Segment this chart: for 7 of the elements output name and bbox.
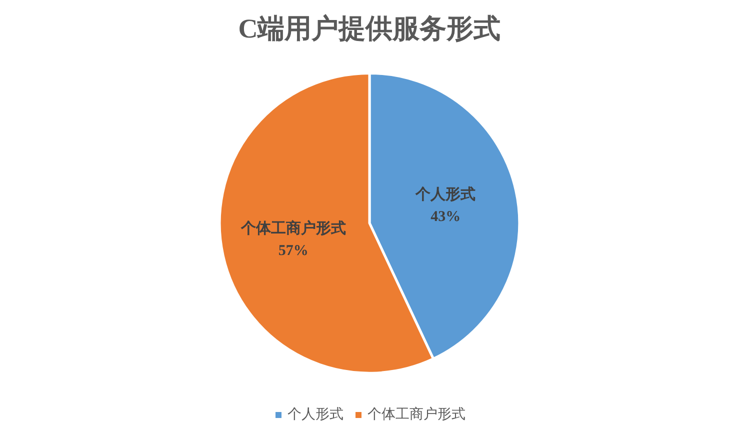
chart-title: C端用户提供服务形式 [238, 14, 501, 44]
data-label: 43% [430, 209, 461, 226]
legend-label: 个体工商户形式 [368, 406, 466, 422]
legend-label: 个人形式 [288, 406, 344, 422]
data-label: 57% [278, 243, 308, 260]
slice-label: 个人形式 [414, 186, 476, 204]
slice-label: 个体工商户形式 [240, 219, 346, 238]
